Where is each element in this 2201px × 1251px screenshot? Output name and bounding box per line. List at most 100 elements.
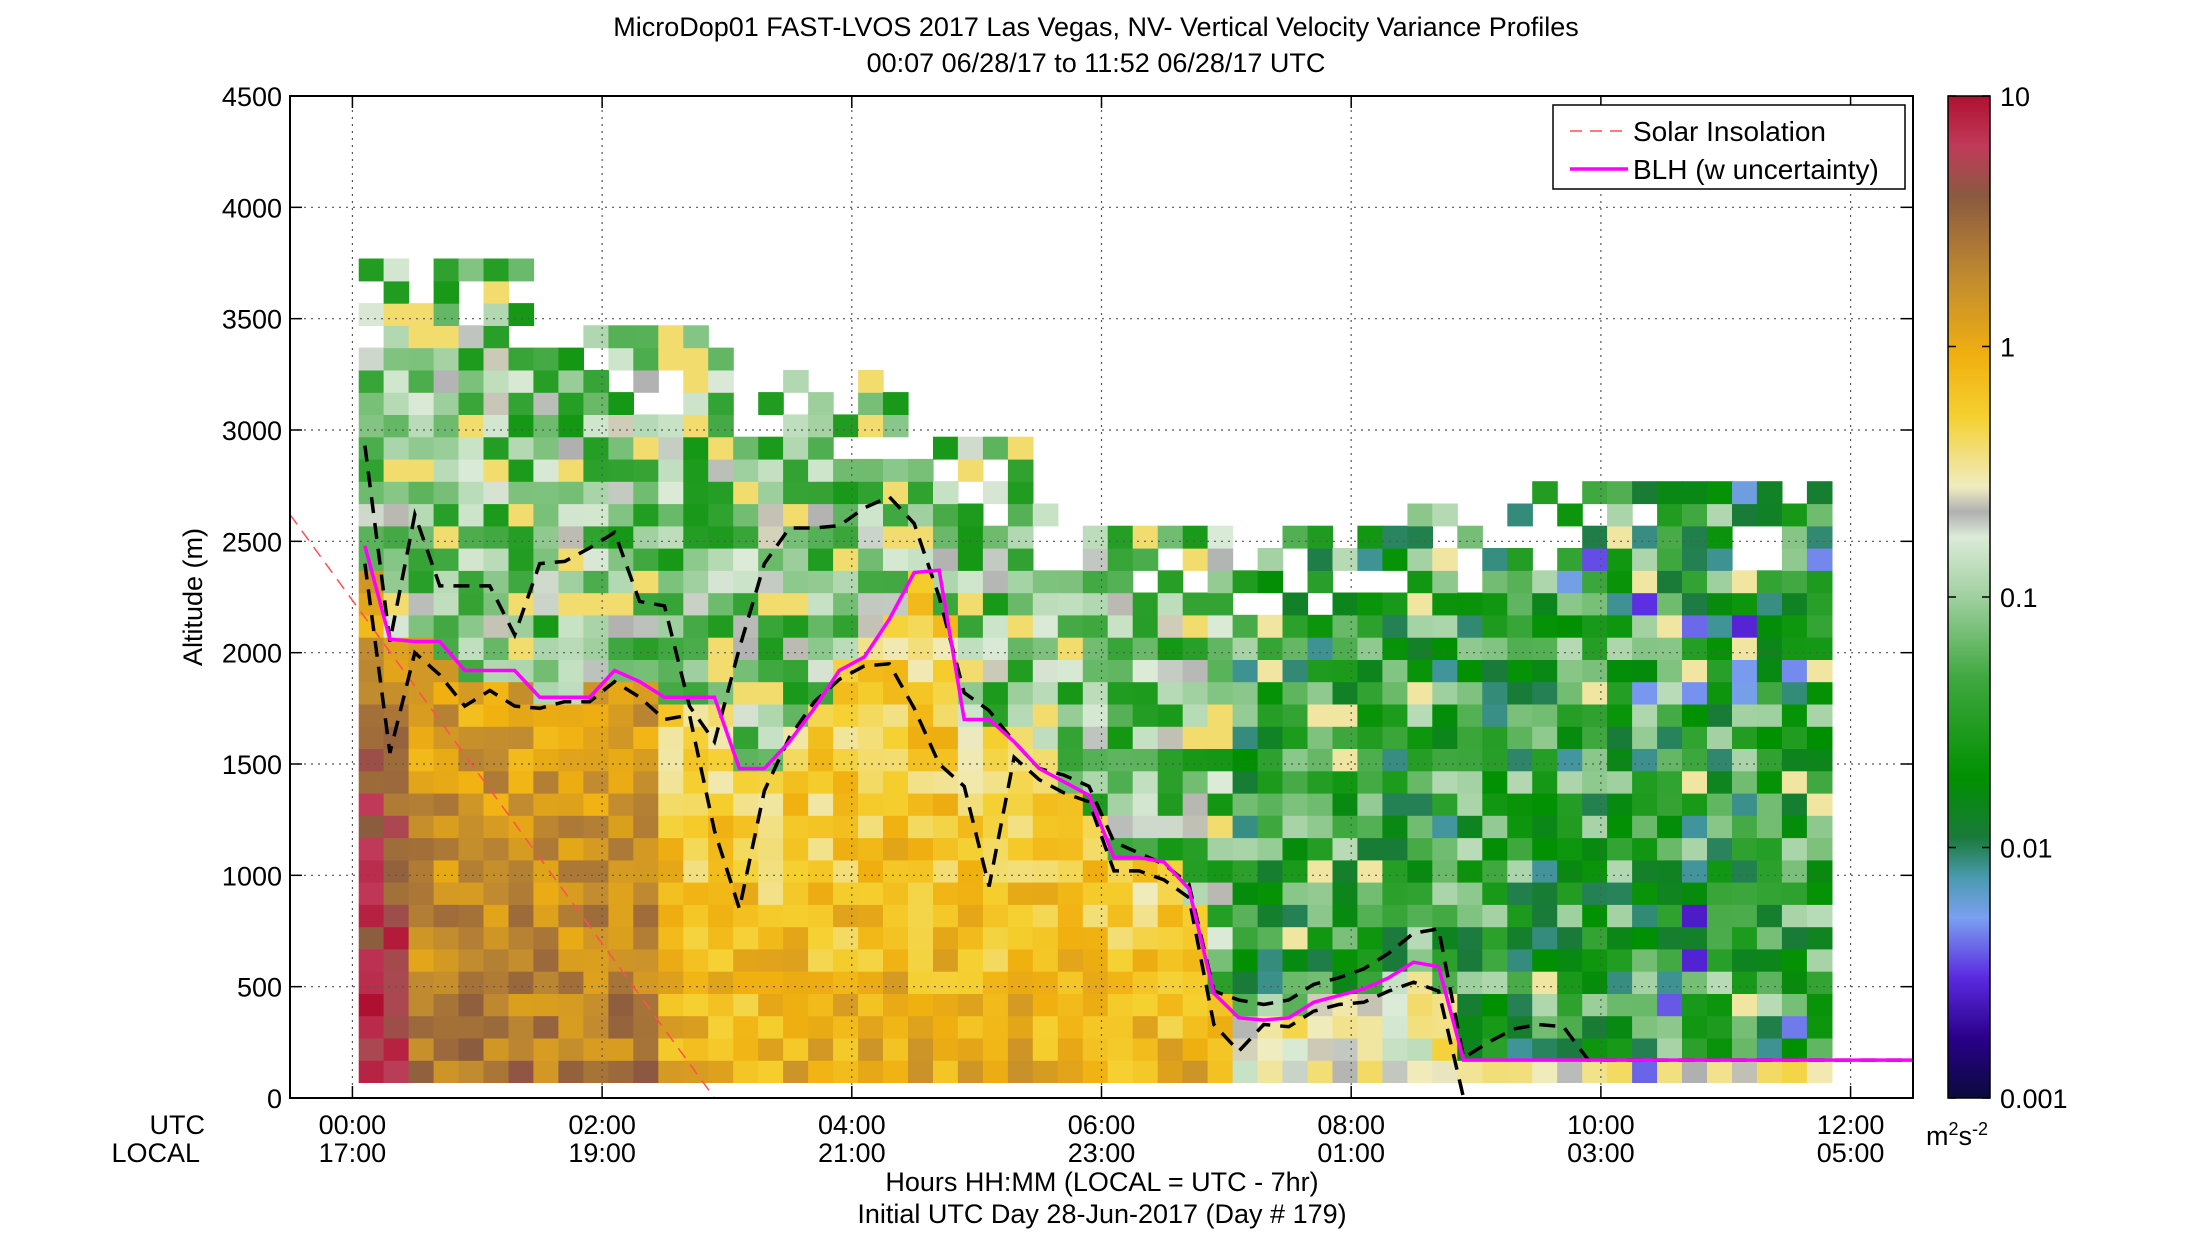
heatmap-cell [1282,1037,1309,1061]
heatmap-cell [1032,859,1059,883]
heatmap-cell [758,1015,784,1039]
heatmap-cell [1632,770,1658,794]
heatmap-cell [1382,703,1408,727]
heatmap-cell [1107,1060,1134,1083]
heatmap-cell [1407,548,1433,571]
heatmap-cell [1457,815,1483,839]
heatmap-cell [1432,703,1458,727]
heatmap-cell [758,1060,784,1083]
heatmap-cell [458,837,485,861]
heatmap-cell [508,347,535,371]
heatmap-cell [483,614,510,638]
heatmap-cell [1107,1037,1134,1061]
heatmap-cell [858,592,884,616]
heatmap-cell [708,993,734,1017]
heatmap-cell [1232,1060,1259,1083]
heatmap-cell [833,458,859,482]
heatmap-cell [1257,948,1284,972]
heatmap-cell [1582,792,1608,816]
heatmap-cell [982,815,1009,839]
y-tick-label: 1500 [222,750,282,780]
heatmap-cell [982,926,1009,950]
chart-title: MicroDop01 FAST-LVOS 2017 Las Vegas, NV-… [613,12,1578,42]
heatmap-cell [1582,815,1608,839]
heatmap-cell [408,726,435,749]
heatmap-cell [1607,904,1633,928]
heatmap-cell [1806,503,1833,527]
heatmap-cell [1107,570,1134,594]
heatmap-cell [1307,748,1334,772]
heatmap-cell [1057,792,1084,816]
heatmap-cell [1582,948,1608,972]
heatmap-cell [383,792,410,816]
heatmap-cell [558,703,584,727]
heatmap-cell [858,882,884,905]
heatmap-cell [358,1060,385,1083]
heatmap-cell [558,637,584,660]
heatmap-cell [433,748,460,772]
heatmap-cell [783,837,809,861]
heatmap-cell [1806,882,1833,905]
heatmap-cell [683,926,709,950]
heatmap-cell [908,637,934,660]
heatmap-cell [733,481,759,505]
heatmap-cell [1107,904,1134,928]
heatmap-cell [833,815,859,839]
heatmap-cell [1382,748,1408,772]
heatmap-cell [1682,815,1708,839]
heatmap-cell [1182,1060,1209,1083]
heatmap-cell [1357,815,1383,839]
heatmap-cell [383,392,410,415]
heatmap-cell [708,614,734,638]
heatmap-cell [508,414,535,438]
heatmap-cell [1806,703,1833,727]
heatmap-cell [1032,503,1059,527]
heatmap-cell [1682,659,1708,683]
heatmap-cell [1082,904,1109,928]
heatmap-cell [408,971,435,994]
heatmap-cell [783,948,809,972]
heatmap-cell [508,703,535,727]
heatmap-cell [1557,837,1583,861]
heatmap-cell [558,792,584,816]
heatmap-cell [758,525,784,549]
heatmap-cell [683,525,709,549]
heatmap-cell [1082,926,1109,950]
heatmap-cell [1107,726,1134,749]
heatmap-cell [358,258,385,282]
heatmap-cell [508,659,535,683]
heatmap-cell [1082,726,1109,749]
heatmap-cell [1357,1060,1383,1083]
heatmap-cell [1307,948,1334,972]
heatmap-cell [1732,904,1758,928]
heatmap-cell [1682,770,1708,794]
heatmap-cell [1357,882,1383,905]
heatmap-cell [1332,1037,1359,1061]
heatmap-cell [508,837,535,861]
heatmap-cell [533,882,559,905]
heatmap-cell [1657,637,1683,660]
heatmap-cell [808,837,834,861]
heatmap-cell [1057,993,1084,1017]
heatmap-cell [982,748,1009,772]
heatmap-cell [833,882,859,905]
heatmap-cell [1207,637,1234,660]
heatmap-cell [1781,548,1808,571]
heatmap-cell [683,458,709,482]
heatmap-cell [1007,436,1034,460]
heatmap-cell [883,926,909,950]
heatmap-cell [1257,681,1284,705]
heatmap-cell [1532,971,1558,994]
heatmap-cell [658,748,684,772]
heatmap-cell [1407,748,1433,772]
heatmap-cell [1132,926,1159,950]
heatmap-cell [1132,726,1159,749]
heatmap-cell [1382,1060,1408,1083]
heatmap-cell [1307,570,1334,594]
heatmap-cell [1007,926,1034,950]
heatmap-cell [808,436,834,460]
heatmap-cell [683,703,709,727]
heatmap-cell [558,948,584,972]
heatmap-cell [957,859,984,883]
heatmap-cell [957,993,984,1017]
